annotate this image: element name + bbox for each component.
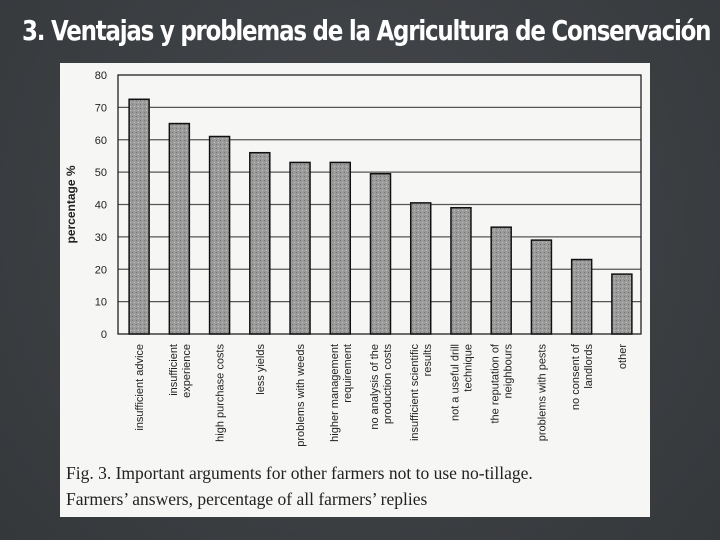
bar bbox=[409, 202, 432, 335]
x-tick-label: other bbox=[617, 344, 629, 369]
bar bbox=[369, 172, 392, 335]
bar bbox=[611, 273, 633, 335]
x-tick-label: no analysis of the bbox=[369, 344, 381, 430]
x-tick-label: experience bbox=[181, 344, 193, 398]
x-tick-label: higher management bbox=[329, 344, 341, 442]
x-tick-label: insufficient scientific bbox=[409, 344, 421, 442]
x-tick-label: neighbours bbox=[503, 344, 515, 399]
x-tick-label: production costs bbox=[382, 344, 394, 425]
y-tick-label: 30 bbox=[95, 232, 107, 244]
x-tick-label: problems with pests bbox=[536, 344, 548, 442]
bar bbox=[168, 122, 191, 335]
x-tick-label: less yields bbox=[255, 344, 267, 395]
bar bbox=[530, 239, 553, 335]
y-axis-label: percentage % bbox=[64, 165, 78, 243]
figure-caption-line2: Farmers’ answers, percentage of all farm… bbox=[66, 489, 428, 509]
x-tick-label: no consent of bbox=[570, 343, 582, 410]
y-tick-label: 20 bbox=[95, 264, 107, 276]
x-tick-label: high purchase costs bbox=[215, 344, 227, 442]
x-tick-label: insufficient advice bbox=[134, 344, 146, 431]
bar bbox=[450, 206, 472, 335]
bar bbox=[490, 226, 512, 335]
x-tick-label: results bbox=[422, 344, 434, 377]
figure-caption-line1: Fig. 3. Important arguments for other fa… bbox=[66, 463, 533, 483]
bar bbox=[208, 135, 231, 335]
x-tick-label: not a useful drill bbox=[449, 344, 461, 421]
bar bbox=[570, 258, 593, 335]
x-tick-label: insufficient bbox=[168, 344, 180, 396]
y-tick-label: 80 bbox=[95, 70, 107, 82]
bar bbox=[128, 98, 150, 335]
y-tick-label: 50 bbox=[95, 167, 107, 179]
x-tick-label: landlords bbox=[583, 344, 595, 389]
y-tick-label: 10 bbox=[95, 297, 107, 309]
y-tick-label: 0 bbox=[101, 329, 107, 341]
y-tick-label: 60 bbox=[95, 135, 107, 147]
y-tick-label: 40 bbox=[95, 200, 107, 212]
bar bbox=[289, 161, 311, 335]
bar bbox=[329, 161, 352, 335]
bar bbox=[249, 151, 271, 335]
x-tick-label: problems with weeds bbox=[295, 344, 307, 447]
y-tick-label: 70 bbox=[95, 102, 107, 114]
x-tick-label: requirement bbox=[342, 344, 354, 403]
x-tick-label: technique bbox=[462, 344, 474, 392]
x-tick-label: the reputation of bbox=[490, 343, 502, 423]
